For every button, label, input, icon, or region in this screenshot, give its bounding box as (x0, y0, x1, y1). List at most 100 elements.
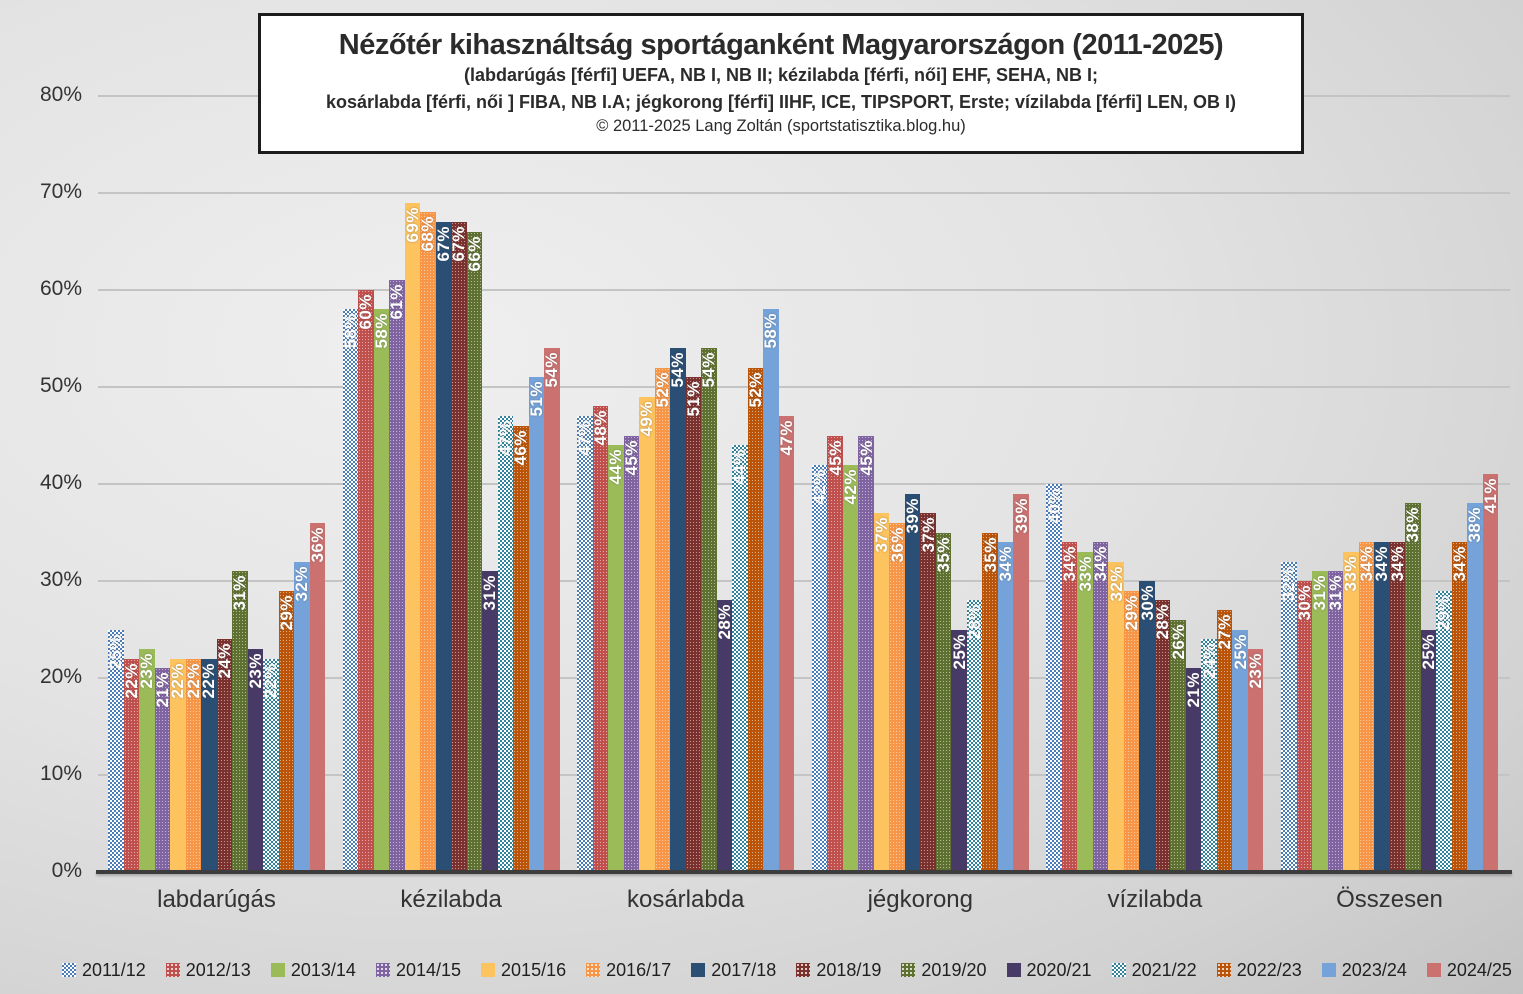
bar-2017-18-kézilabda (435, 222, 452, 873)
bar-2017-18-kosárlabda (670, 348, 686, 873)
bar-2014-15-kézilabda (389, 280, 405, 873)
bar-2023-24-vízilabda (1232, 629, 1248, 873)
bar-value-label: 45% (856, 439, 876, 476)
bar-value-label: 41% (1480, 478, 1500, 514)
bar-value-label: 58% (761, 313, 781, 349)
bar-2015-16-kosárlabda (639, 396, 655, 873)
bar-2023-24-kézilabda (528, 377, 545, 873)
legend-label: 2012/13 (185, 959, 251, 980)
bar-2018-19-kosárlabda (685, 377, 702, 873)
legend-label: 2011/12 (82, 959, 146, 980)
bar-2019-20-labdarúgás (232, 571, 248, 873)
bar-2013-14-labdarúgás (139, 648, 155, 873)
legend-item-2021-22: 2021/22 (1111, 959, 1197, 981)
bar-2018-19-vízilabda (1154, 600, 1171, 873)
bar-value-label: 28% (965, 604, 985, 640)
gridline (98, 774, 1510, 776)
legend-item-2012-13: 2012/13 (165, 959, 251, 981)
legend-item-2019-20: 2019/20 (901, 960, 986, 981)
legend-swatch-icon (1006, 963, 1021, 977)
bar-value-label: 54% (699, 352, 719, 388)
chart-title: Nézőtér kihasználtság sportáganként Magy… (338, 28, 1224, 61)
bar-2011-12-kézilabda (342, 309, 359, 873)
y-axis-tick-label: 70% (39, 180, 82, 203)
legend-swatch-icon (375, 963, 390, 977)
bar-2011-12-kosárlabda (577, 416, 593, 873)
bar-value-label: 61% (387, 284, 407, 320)
bar-2013-14-Összesen (1312, 571, 1328, 873)
bar-value-label: 38% (1403, 507, 1423, 543)
legend: 2011/12 2012/13 2013/14 2014/15 2015/16 2016/… (62, 952, 1512, 988)
bar-2015-16-jégkorong (873, 513, 890, 873)
legend-label: 2023/24 (1341, 959, 1407, 980)
bar-2015-16-Összesen (1343, 551, 1359, 873)
bar-2013-14-kézilabda (373, 309, 390, 873)
bar-2021-22-kosárlabda (732, 445, 748, 873)
legend-item-2024-25: 2024/25 (1426, 959, 1512, 981)
bar-2019-20-jégkorong (935, 532, 952, 873)
bar-2014-15-kosárlabda (623, 435, 640, 873)
y-axis-tick-label: 60% (39, 277, 82, 300)
y-axis-tick-label: 10% (39, 762, 82, 785)
bar-2016-17-vízilabda (1123, 590, 1140, 873)
legend-swatch-icon (691, 963, 706, 977)
bar-2016-17-Összesen (1358, 542, 1374, 873)
bar-value-label: 34% (1387, 546, 1407, 582)
legend-label: 2021/22 (1131, 959, 1197, 980)
bar-2022-23-kézilabda (513, 425, 529, 873)
bar-2012-13-Összesen (1296, 581, 1312, 873)
bar-2024-25-kézilabda (544, 348, 560, 873)
bar-2016-17-kosárlabda (654, 367, 671, 873)
legend-swatch-icon (165, 963, 180, 977)
legend-swatch-icon (62, 963, 76, 977)
bar-2012-13-jégkorong (827, 435, 843, 873)
bar-2018-19-labdarúgás (216, 639, 232, 873)
bar-2014-15-jégkorong (858, 435, 874, 873)
bar-value-label: 28% (714, 604, 734, 640)
chart-subtitle-line1: (labdarúgás [férfi] UEFA, NB I, NB II; k… (463, 65, 1099, 86)
gridline (98, 386, 1510, 388)
bar-2011-12-jégkorong (811, 464, 828, 873)
y-axis-tick-label: 40% (39, 471, 82, 494)
legend-item-2020-21: 2020/21 (1006, 960, 1092, 981)
bar-2024-25-kosárlabda (778, 416, 795, 873)
x-axis-category-label: jégkorong (867, 886, 973, 913)
bar-value-label: 54% (542, 352, 562, 388)
bar-2014-15-labdarúgás (154, 668, 170, 873)
bar-2019-20-Összesen (1405, 503, 1421, 873)
bar-2024-25-jégkorong (1013, 493, 1029, 873)
bar-2012-13-vízilabda (1061, 542, 1078, 873)
bar-2019-20-kézilabda (466, 231, 483, 873)
bar-value-label: 29% (1434, 594, 1454, 631)
bar-2020-21-jégkorong (951, 629, 967, 873)
bar-value-label: 25% (1418, 633, 1438, 670)
y-axis-tick-label: 20% (39, 665, 82, 688)
gridline (98, 483, 1510, 485)
bar-2018-19-kézilabda (451, 222, 467, 873)
legend-item-2022-23: 2022/23 (1216, 960, 1302, 981)
bar-2013-14-vízilabda (1077, 551, 1093, 873)
x-axis-category-label: kosárlabda (626, 886, 745, 913)
bar-value-label: 44% (730, 449, 750, 485)
y-axis-tick-label: 0% (51, 859, 82, 882)
bar-2014-15-vízilabda (1092, 542, 1109, 873)
bar-2016-17-kézilabda (420, 212, 436, 873)
legend-swatch-icon (270, 963, 285, 977)
legend-item-2016-17: 2016/17 (586, 960, 671, 981)
bar-2020-21-kézilabda (482, 571, 498, 873)
gridline (98, 289, 1510, 291)
bar-2011-12-vízilabda (1046, 484, 1062, 873)
bar-2012-13-labdarúgás (123, 658, 139, 873)
bar-2018-19-Összesen (1389, 542, 1405, 873)
bar-2015-16-labdarúgás (170, 658, 186, 873)
bar-2017-18-jégkorong (904, 493, 921, 873)
legend-label: 2024/25 (1446, 959, 1512, 980)
bar-2020-21-kosárlabda (716, 600, 733, 873)
chart-title-box: Nézőtér kihasználtság sportáganként Magy… (258, 13, 1304, 154)
bar-2023-24-Összesen (1467, 503, 1483, 873)
legend-label: 2019/20 (921, 959, 987, 980)
legend-item-2014-15: 2014/15 (375, 960, 461, 981)
bar-2013-14-kosárlabda (608, 445, 624, 873)
bar-value-label: 24% (214, 643, 234, 679)
